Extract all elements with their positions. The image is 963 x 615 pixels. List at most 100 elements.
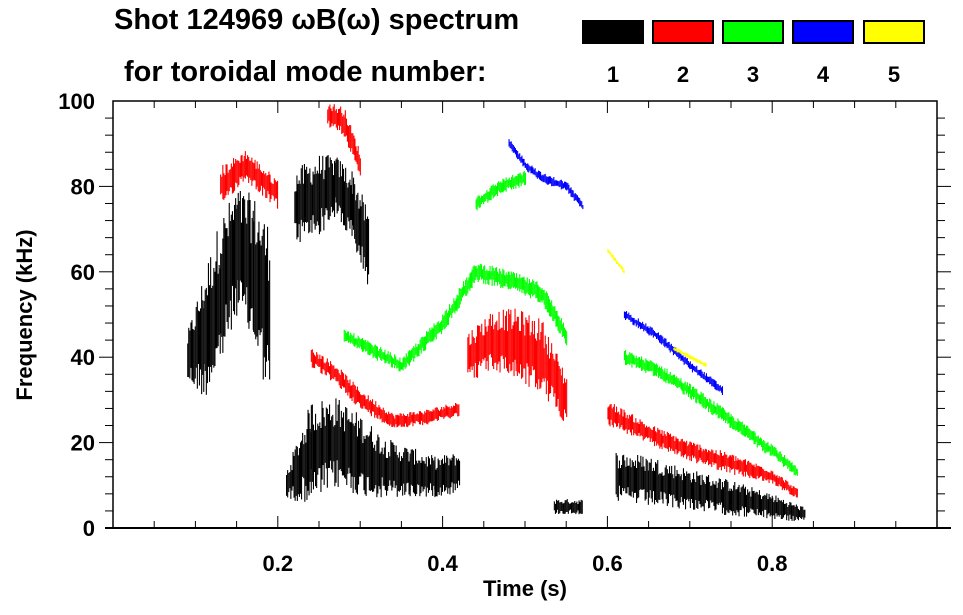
mode-2-mark (626, 415, 628, 434)
mode-4-mark (715, 381, 717, 391)
mode-1-mark (321, 169, 323, 209)
mode-4-mark (656, 333, 658, 339)
mode-3-mark (507, 179, 509, 189)
mode-2-mark (338, 109, 340, 126)
mode-1-mark (331, 416, 333, 470)
mode-2-mark (495, 322, 497, 363)
mode-3-mark (780, 453, 782, 461)
mode-1-mark (723, 487, 725, 508)
mode-1-mark (345, 407, 347, 479)
mode-3-mark (649, 360, 651, 371)
mode-3-mark (475, 266, 477, 277)
mode-3-mark (501, 183, 503, 192)
mode-2-mark (678, 441, 680, 452)
mode-1-mark (222, 238, 224, 353)
mode-2-mark (553, 358, 555, 397)
mode-3-mark (533, 280, 535, 296)
mode-2-mark (487, 325, 489, 371)
mode-2-mark (496, 320, 498, 371)
mode-1-mark (329, 404, 331, 468)
mode-2-mark (326, 358, 328, 373)
mode-3-mark (518, 173, 520, 188)
mode-3-mark (777, 453, 779, 461)
mode-3-mark (736, 422, 738, 430)
mode-1-mark (719, 479, 721, 505)
mode-2-mark (266, 175, 268, 198)
mode-2-mark (349, 125, 351, 148)
mode-3-mark (446, 312, 448, 326)
mode-4-mark (550, 176, 552, 184)
mode-1-mark (736, 489, 738, 511)
mode-3-mark (718, 405, 720, 419)
mode-2-mark (224, 175, 226, 198)
mode-1-mark (249, 200, 251, 321)
mode-1-mark (196, 301, 198, 389)
mode-3-mark (661, 366, 663, 379)
mode-1-mark (687, 473, 689, 499)
mode-2-mark (274, 180, 276, 199)
mode-3-mark (657, 367, 659, 378)
mode-1-mark (752, 491, 754, 510)
mode-3-mark (511, 273, 513, 287)
mode-2-mark (788, 484, 790, 492)
mode-2-mark (507, 331, 509, 372)
mode-1-mark (410, 449, 412, 485)
mode-1-mark (797, 508, 799, 521)
mode-1-mark (261, 235, 263, 329)
mode-1-mark (303, 444, 305, 479)
mode-4-mark (646, 326, 648, 333)
mode-1-mark (350, 185, 352, 220)
mode-3-mark (737, 418, 739, 432)
mode-2-mark (322, 356, 324, 369)
mode-1-mark (301, 165, 303, 227)
mode-3-mark (642, 359, 644, 371)
mode-2-mark (265, 173, 267, 198)
mode-3-mark (512, 272, 514, 288)
mode-2-mark (344, 110, 346, 137)
mode-2-mark (351, 385, 353, 402)
mode-3-mark (503, 270, 505, 286)
mode-3-mark (435, 324, 437, 340)
mode-3-mark (726, 412, 728, 421)
mode-1-mark (562, 503, 564, 514)
mode-3-mark (442, 316, 444, 327)
mode-1-mark (327, 414, 329, 468)
mode-3-mark (668, 374, 670, 384)
mode-1-mark (349, 421, 351, 474)
mode-1-spectrum (187, 155, 806, 521)
mode-3-mark (480, 264, 482, 280)
mode-2-mark (552, 353, 554, 388)
mode-4-mark (635, 319, 637, 327)
mode-1-mark (786, 503, 788, 521)
mode-3-mark (690, 389, 692, 400)
mode-4-mark (510, 141, 512, 149)
mode-1-mark (690, 482, 692, 499)
mode-2-mark (741, 461, 743, 475)
mode-2-mark (488, 318, 490, 356)
mode-3-mark (531, 282, 533, 295)
mode-2-mark (711, 449, 713, 467)
mode-2-mark (327, 362, 329, 373)
mode-4-mark (718, 385, 720, 392)
mode-3-mark (708, 401, 710, 413)
mode-3-mark (685, 384, 687, 395)
mode-2-mark (413, 412, 415, 423)
mode-1-mark (699, 475, 701, 505)
mode-1-mark (365, 435, 367, 496)
mode-1-mark (569, 503, 571, 510)
mode-3-mark (786, 459, 788, 466)
mode-3-mark (565, 329, 567, 344)
mode-1-mark (296, 175, 298, 240)
mode-1-mark (306, 429, 308, 500)
mode-3-mark (495, 267, 497, 283)
mode-2-mark (566, 379, 568, 417)
legend-swatch-mode-3 (722, 20, 784, 44)
mode-2-mark (658, 429, 660, 446)
mode-2-mark (723, 455, 725, 467)
mode-4-mark (564, 181, 566, 188)
mode-2-mark (426, 409, 428, 424)
mode-2-mark (414, 414, 416, 424)
mode-3-mark (498, 273, 500, 282)
mode-3-mark (506, 179, 508, 188)
mode-5-mark (703, 362, 705, 367)
